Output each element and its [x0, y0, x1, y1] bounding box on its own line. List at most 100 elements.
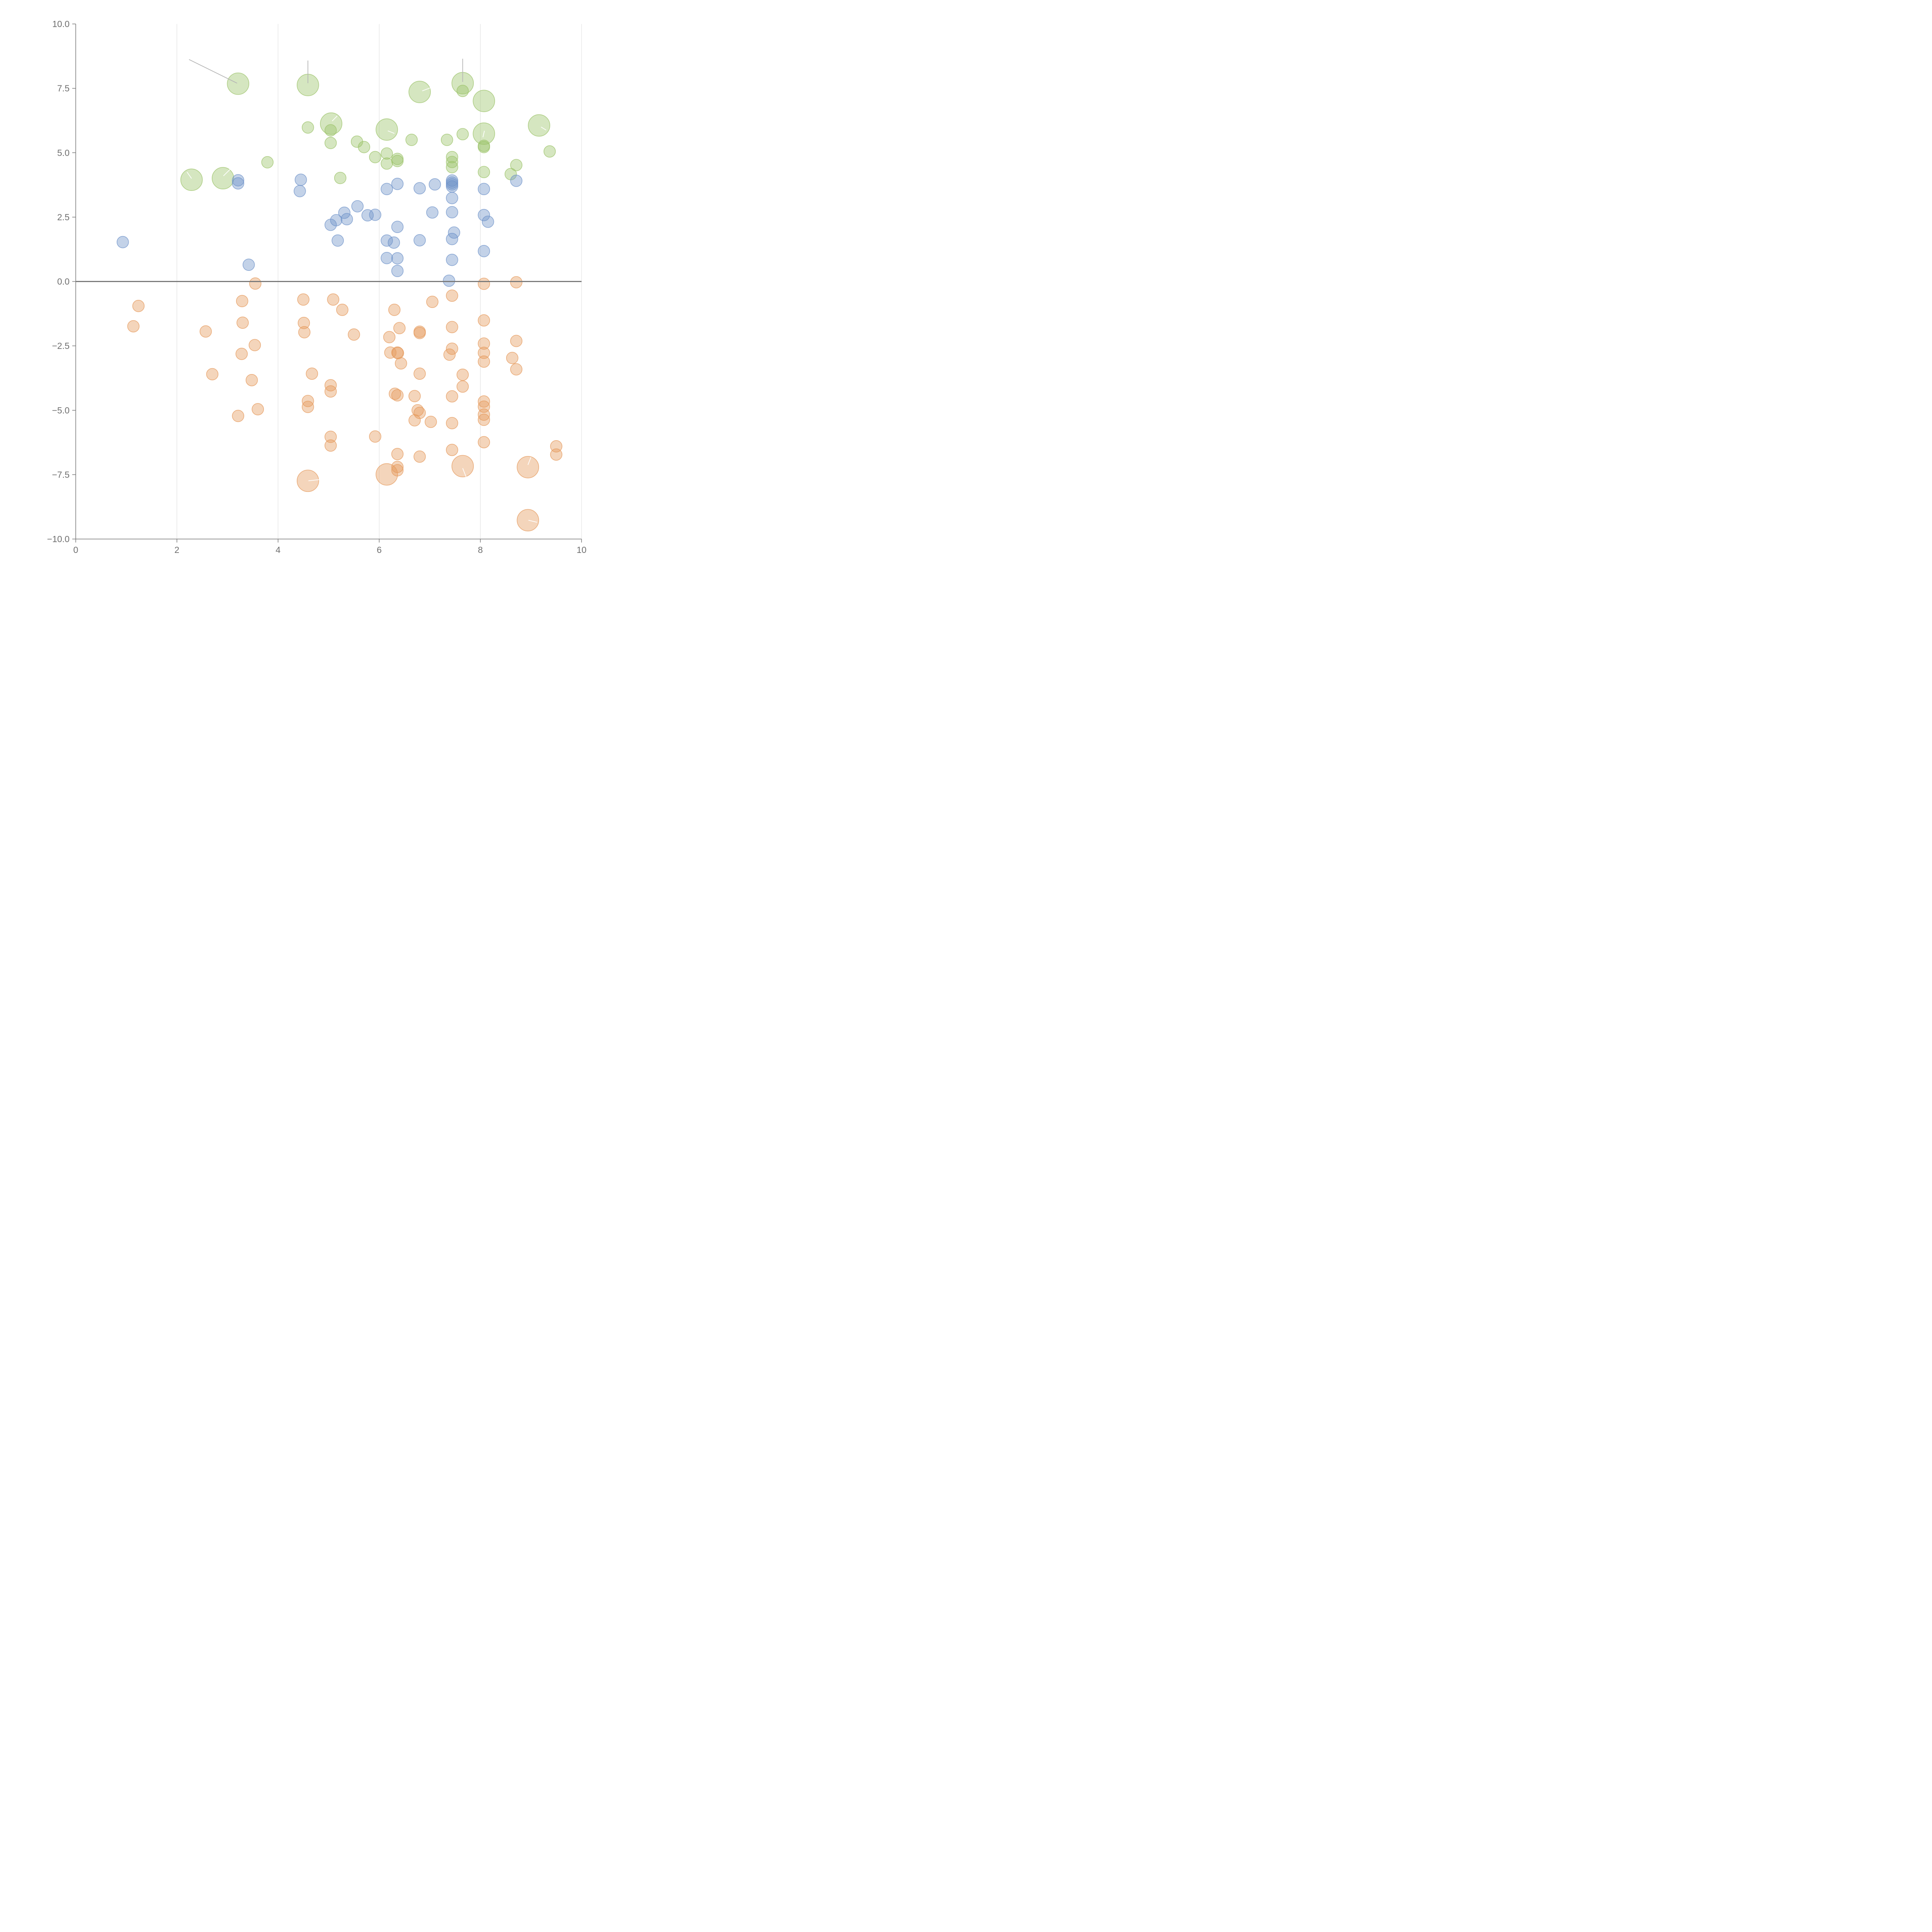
orange-bubble-43 [324, 379, 337, 391]
orange-bubble-5 [327, 293, 340, 306]
blue-bubble-0 [232, 174, 244, 187]
green-bubble-31 [478, 166, 490, 179]
annotation-leader-line-4 [332, 116, 338, 121]
bubble-chart: −10.0 −7.5 −5.0 −2.5 0.0 2.5 5.0 7.5 10.0 0 2 4 6 8 10 [47, 19, 587, 555]
orange-bubble-40 [456, 368, 469, 381]
orange-bubble-76 [297, 469, 319, 492]
orange-bubble-63 [369, 430, 381, 443]
orange-bubble-35 [395, 357, 407, 370]
orange-bubble-9 [336, 304, 349, 316]
orange-bubble-21 [348, 328, 360, 341]
annotation-leader-line-13 [528, 520, 537, 523]
green-bubble-0 [227, 72, 249, 95]
orange-bubble-24 [478, 337, 490, 350]
blue-bubble-31 [381, 234, 393, 247]
orange-bubble-56 [478, 408, 490, 421]
orange-bubble-30 [235, 347, 248, 360]
orange-bubble-12 [298, 317, 310, 329]
orange-bubble-41 [245, 374, 258, 386]
green-bubble-11 [528, 114, 550, 137]
annotation-leader-line-10 [462, 468, 467, 478]
orange-bubble-71 [451, 455, 474, 478]
blue-bubble-4 [391, 178, 404, 190]
orange-bubble-4 [297, 293, 310, 306]
green-bubble-5 [473, 90, 495, 112]
green-bubble-34 [212, 167, 234, 190]
orange-bubble-59 [408, 414, 421, 427]
orange-bubble-65 [324, 439, 337, 452]
blue-bubble-12 [510, 175, 522, 187]
y-tick-label: −7.5 [52, 469, 70, 480]
green-bubble-2 [408, 81, 431, 103]
green-bubble-19 [478, 141, 490, 153]
orange-bubble-53 [252, 403, 264, 415]
orange-bubble-13 [236, 316, 249, 329]
points-layer [116, 72, 563, 532]
orange-bubble-29 [392, 347, 404, 359]
green-bubble-17 [358, 141, 370, 153]
orange-bubble-44 [324, 385, 337, 398]
orange-bubble-16 [393, 322, 406, 334]
orange-bubble-32 [478, 347, 490, 359]
x-tick-label: 10 [577, 545, 587, 555]
orange-bubble-22 [383, 331, 396, 344]
blue-bubble-6 [413, 182, 426, 195]
blue-bubble-18 [446, 206, 458, 219]
orange-bubble-31 [443, 348, 456, 361]
green-bubble-12 [456, 128, 469, 141]
orange-bubble-25 [248, 339, 261, 351]
orange-bubble-77 [517, 509, 539, 532]
blue-bubble-32 [413, 234, 426, 247]
green-bubble-9 [324, 124, 337, 137]
blue-bubble-34 [478, 245, 490, 257]
orange-bubble-68 [391, 448, 404, 460]
green-bubble-28 [261, 156, 274, 168]
orange-bubble-10 [388, 304, 401, 316]
orange-bubble-51 [302, 401, 314, 413]
orange-bubble-67 [446, 444, 458, 456]
blue-bubble-26 [391, 221, 404, 233]
blue-bubble-30 [332, 234, 344, 247]
orange-bubble-57 [232, 410, 244, 422]
orange-bubble-69 [550, 448, 563, 461]
annotation-leader-line-8 [223, 169, 230, 176]
orange-bubble-64 [478, 436, 490, 449]
blue-bubble-39 [391, 265, 404, 277]
orange-bubble-70 [413, 450, 426, 463]
blue-bubble-38 [242, 259, 255, 271]
green-bubble-33 [334, 172, 347, 184]
blue-bubble-1 [232, 177, 244, 190]
x-tick-label: 6 [377, 545, 382, 555]
blue-bubble-25 [482, 216, 494, 228]
blue-bubble-7 [429, 178, 441, 191]
green-bubble-13 [405, 134, 418, 146]
orange-bubble-14 [127, 320, 140, 333]
blue-bubble-13 [478, 183, 490, 196]
x-tick-label: 4 [276, 545, 281, 555]
orange-bubble-23 [510, 335, 522, 347]
green-bubble-4 [456, 85, 469, 97]
orange-bubble-1 [478, 277, 490, 290]
orange-bubble-39 [413, 367, 426, 380]
orange-bubble-37 [206, 368, 219, 381]
orange-bubble-60 [425, 415, 437, 428]
orange-bubble-11 [478, 314, 490, 327]
y-tick-label: −5.0 [52, 405, 70, 415]
y-tick-label: 7.5 [57, 83, 70, 94]
blue-bubble-35 [381, 252, 393, 264]
y-tick-label: 0.0 [57, 277, 70, 287]
green-bubble-35 [180, 168, 203, 191]
orange-bubble-48 [446, 390, 458, 403]
x-tick-label: 8 [478, 545, 483, 555]
orange-bubble-3 [446, 289, 458, 302]
annotation-leader-line-12 [308, 479, 320, 481]
orange-bubble-8 [132, 300, 145, 312]
orange-bubble-20 [413, 327, 426, 339]
y-tick-label: −2.5 [52, 341, 70, 351]
y-tick-label: 10.0 [52, 19, 70, 29]
y-tick-label: −10.0 [47, 534, 70, 544]
orange-bubble-26 [446, 342, 458, 355]
orange-bubble-7 [426, 296, 439, 308]
annotation-leader-line-3 [422, 87, 433, 92]
green-bubble-8 [376, 118, 398, 141]
